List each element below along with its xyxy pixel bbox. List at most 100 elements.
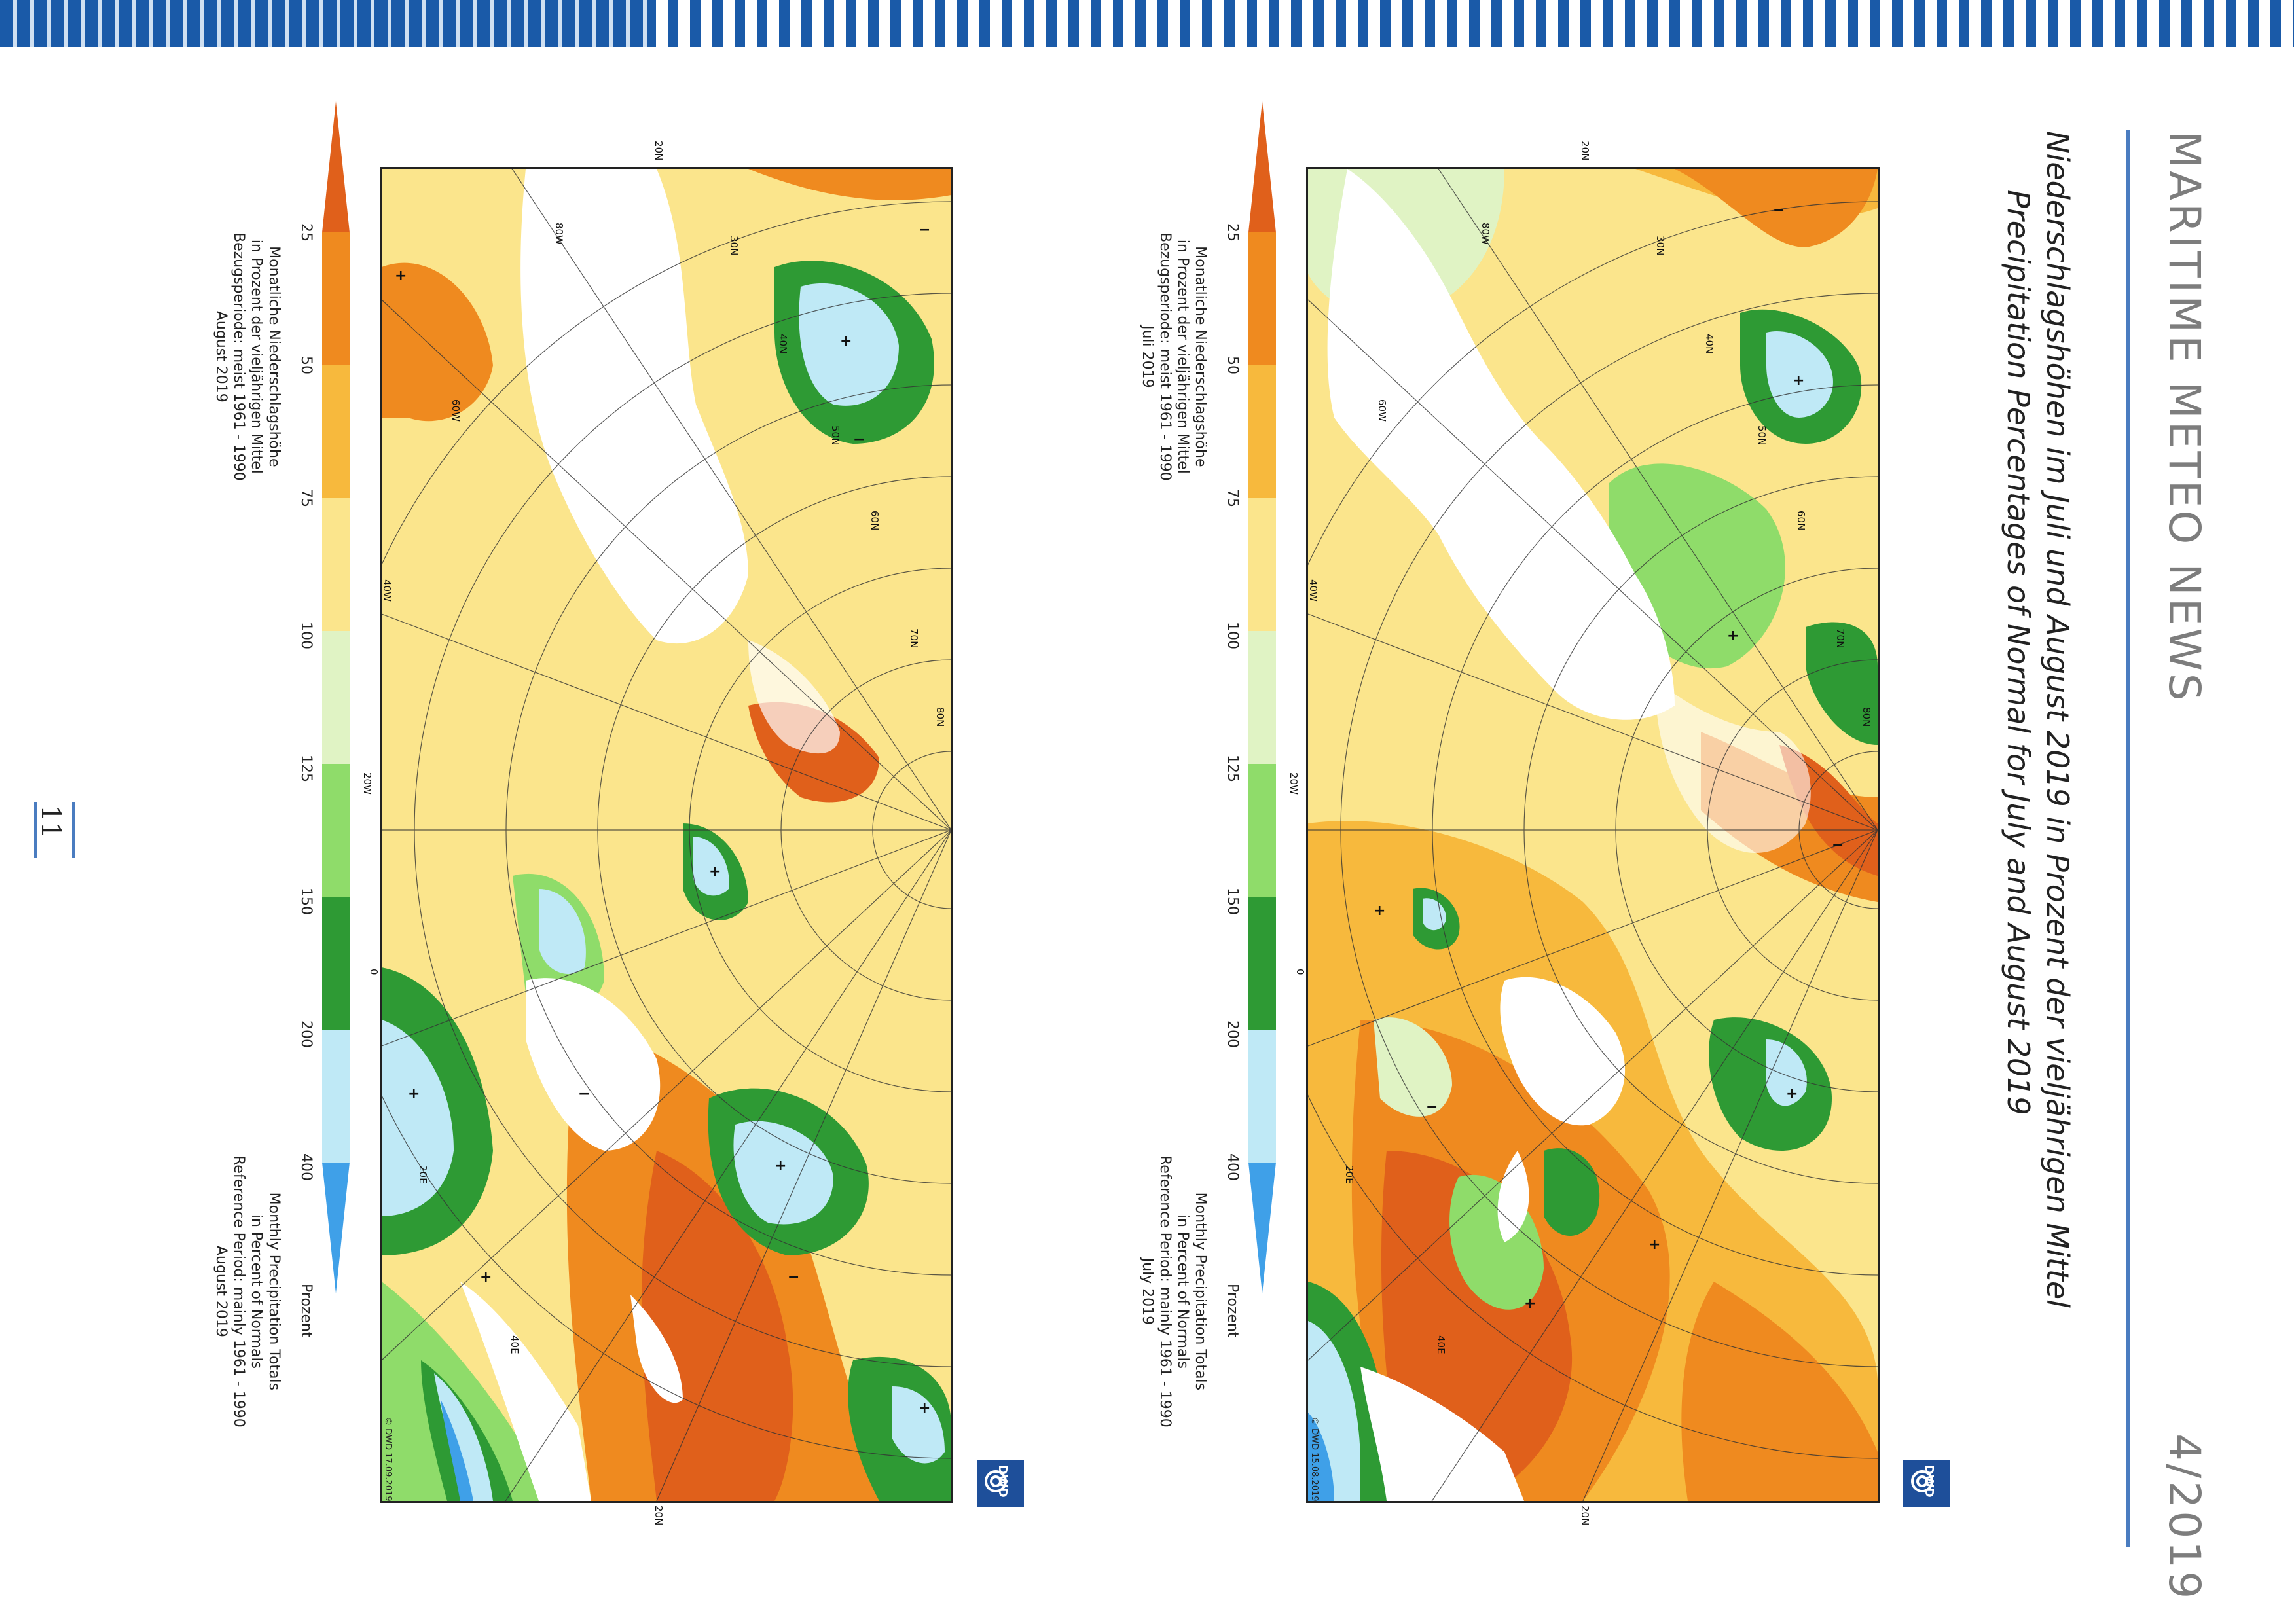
grid-label-top-july: 20N [1579,141,1591,161]
svg-text:−: − [1773,202,1785,219]
svg-text:+: + [709,863,721,880]
parallel-label: 40N [777,334,789,354]
parallel-label: 30N [728,236,740,256]
copyright-note: © DWD 17.09.2019 [383,1417,393,1502]
legend-tick-label: 25 [1224,223,1241,242]
meridian-label: 80W [553,223,565,245]
legend-tick-label: 150 [298,888,314,915]
svg-text:+: + [395,268,407,284]
svg-text:+: + [1793,372,1804,389]
map-august: + + + + + + − − − + − [380,167,953,1503]
legend-tick-label: 200 [298,1020,314,1048]
legend-swatch [322,897,350,1030]
legend-arrow-high [322,1163,350,1293]
legend-swatch [322,631,350,764]
legend-swatch [1248,498,1276,631]
page-number-rule-right [72,802,75,858]
parallel-label: 70N [1834,628,1846,649]
parallel-label: 50N [1756,425,1768,446]
legend-tick-label: 400 [1224,1153,1241,1181]
svg-text:+: + [1786,1086,1798,1102]
svg-text:+: + [840,333,852,350]
svg-text:−: − [853,431,865,448]
copyright-note: © DWD 15.08.2019 [1309,1417,1319,1502]
svg-text:+: + [408,1086,420,1102]
legend-swatch [1248,897,1276,1030]
map-august-field: + + + + + + − − − + − [382,169,951,1501]
magazine-title: MARITIME METEO NEWS [2159,131,2210,704]
legend-swatch [1248,1030,1276,1163]
legend-tick-label: 150 [1224,888,1241,915]
legend-tick-label: 75 [298,489,314,507]
legend-caption-german: Monatliche Niederschlagshöhe in Prozent … [1139,232,1209,481]
meridian-label: 80W [1480,223,1491,245]
legend-tick-label: 400 [298,1153,314,1181]
dwd-logo: DWD [1903,1460,1950,1507]
meridian-label: 20E [417,1165,429,1184]
legend-caption-english: Monthly Precipitation Totals in Percent … [1139,1155,1209,1428]
legend-unit: Prozent [1224,1284,1241,1338]
page-title-german: Niederschlagshöhen im Juli und August 20… [2040,131,2075,1308]
parallel-label: 40N [1703,334,1715,354]
map-july: + + + + − − + + − [1306,167,1880,1503]
map-july-field: + + + + − − + + − [1308,169,1878,1501]
legend-tick-label: 125 [1224,755,1241,782]
meridian-label: 0 [1294,969,1306,975]
legend-caption-german: Monatliche Niederschlagshöhe in Prozent … [213,232,282,481]
svg-text:+: + [480,1269,492,1286]
grid-label-top-august: 20N [653,141,665,161]
grid-label-bottom-august: 20N [653,1506,665,1526]
header-stripe-left [0,0,655,47]
meridian-label: 60W [1376,399,1388,422]
page-number: 11 [35,805,65,839]
page-title-english: Precipitation Percentages of Normal for … [2001,190,2036,1115]
svg-text:+: + [1727,628,1739,644]
meridian-label: 0 [368,969,380,975]
meridian-label: 40E [509,1335,520,1354]
meridian-label: 20E [1343,1165,1355,1184]
legend-unit: Prozent [298,1284,314,1338]
legend-tick-label: 125 [298,755,314,782]
svg-text:−: − [1426,1099,1438,1115]
meridian-label: 40W [381,579,393,602]
parallel-label: 80N [934,707,946,727]
legend-caption-english: Monthly Precipitation Totals in Percent … [213,1155,282,1428]
svg-text:+: + [919,1400,930,1416]
legend-tick-label: 100 [298,622,314,649]
issue-number: 4/2019 [2159,1434,2210,1602]
parallel-label: 60N [1795,511,1807,531]
svg-text:−: − [578,1086,590,1102]
svg-text:+: + [1524,1295,1536,1312]
svg-text:+: + [1648,1236,1660,1253]
legend-swatch [322,232,350,365]
dwd-logo: DWD [977,1460,1024,1507]
legend-tick-label: 25 [298,223,314,242]
legend-swatch [322,764,350,897]
legend-tick-label: 50 [1224,356,1241,374]
legend-tick-label: 200 [1224,1020,1241,1048]
legend-arrow-low [1248,101,1276,232]
header-divider [2126,130,2130,1547]
legend-tick-label: 75 [1224,489,1241,507]
legend-swatch [322,365,350,498]
legend-swatch [322,1030,350,1163]
page-number-rule-left [34,802,37,858]
legend-swatch [1248,365,1276,498]
meridian-label: 20W [361,772,373,795]
legend-tick-label: 100 [1224,622,1241,649]
meridian-label: 40W [1307,579,1319,602]
meridian-label: 20W [1288,772,1300,795]
meridian-label: 60W [450,399,462,422]
svg-text:−: − [788,1269,799,1286]
parallel-label: 80N [1861,707,1872,727]
svg-text:−: − [1832,837,1844,854]
parallel-label: 70N [908,628,920,649]
parallel-label: 30N [1654,236,1666,256]
legend-swatch [1248,631,1276,764]
legend-arrow-low [322,101,350,232]
legend-arrow-high [1248,1163,1276,1293]
parallel-label: 60N [869,511,881,531]
legend-swatch [322,498,350,631]
grid-label-bottom-july: 20N [1579,1506,1591,1526]
svg-text:+: + [774,1158,786,1174]
